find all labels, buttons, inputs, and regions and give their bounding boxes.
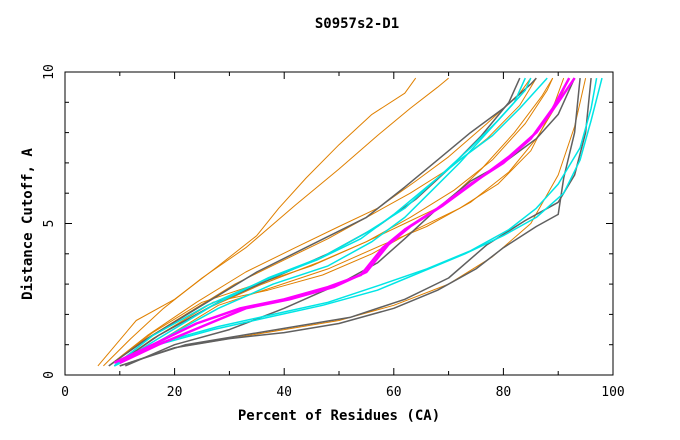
series-line-orange-6 <box>114 77 570 367</box>
x-tick-label: 20 <box>167 385 183 400</box>
x-tick-label: 0 <box>61 385 69 400</box>
x-tick-label: 40 <box>276 385 292 400</box>
series-line-gray-3 <box>119 78 581 367</box>
series-line-cyan-5 <box>113 77 526 367</box>
y-tick-label: 5 <box>42 220 57 228</box>
x-tick-label: 80 <box>496 385 512 400</box>
series-line-gray-2 <box>125 77 576 367</box>
series-line-gray-4 <box>119 78 592 367</box>
axis-ticks: 0 20 40 60 80 100 0 5 10 <box>42 64 625 400</box>
y-axis-label: Distance Cutoff, A <box>20 148 36 300</box>
series-line-orange-3 <box>108 77 532 367</box>
x-tick-label: 60 <box>386 385 402 400</box>
series-line-orange-4 <box>108 77 554 367</box>
chart-title: S0957s2-D1 <box>315 16 399 32</box>
y-tick-label: 0 <box>42 371 57 379</box>
x-tick-label: 100 <box>601 385 624 400</box>
series-line-cyan-2 <box>113 77 603 367</box>
series-line-orange-1 <box>97 77 417 367</box>
y-tick-label: 10 <box>42 64 57 80</box>
x-axis-label: Percent of Residues (CA) <box>238 408 440 424</box>
series-line-magenta-2 <box>119 77 576 365</box>
series-lines <box>97 77 603 367</box>
series-line-orange-2 <box>103 77 449 367</box>
